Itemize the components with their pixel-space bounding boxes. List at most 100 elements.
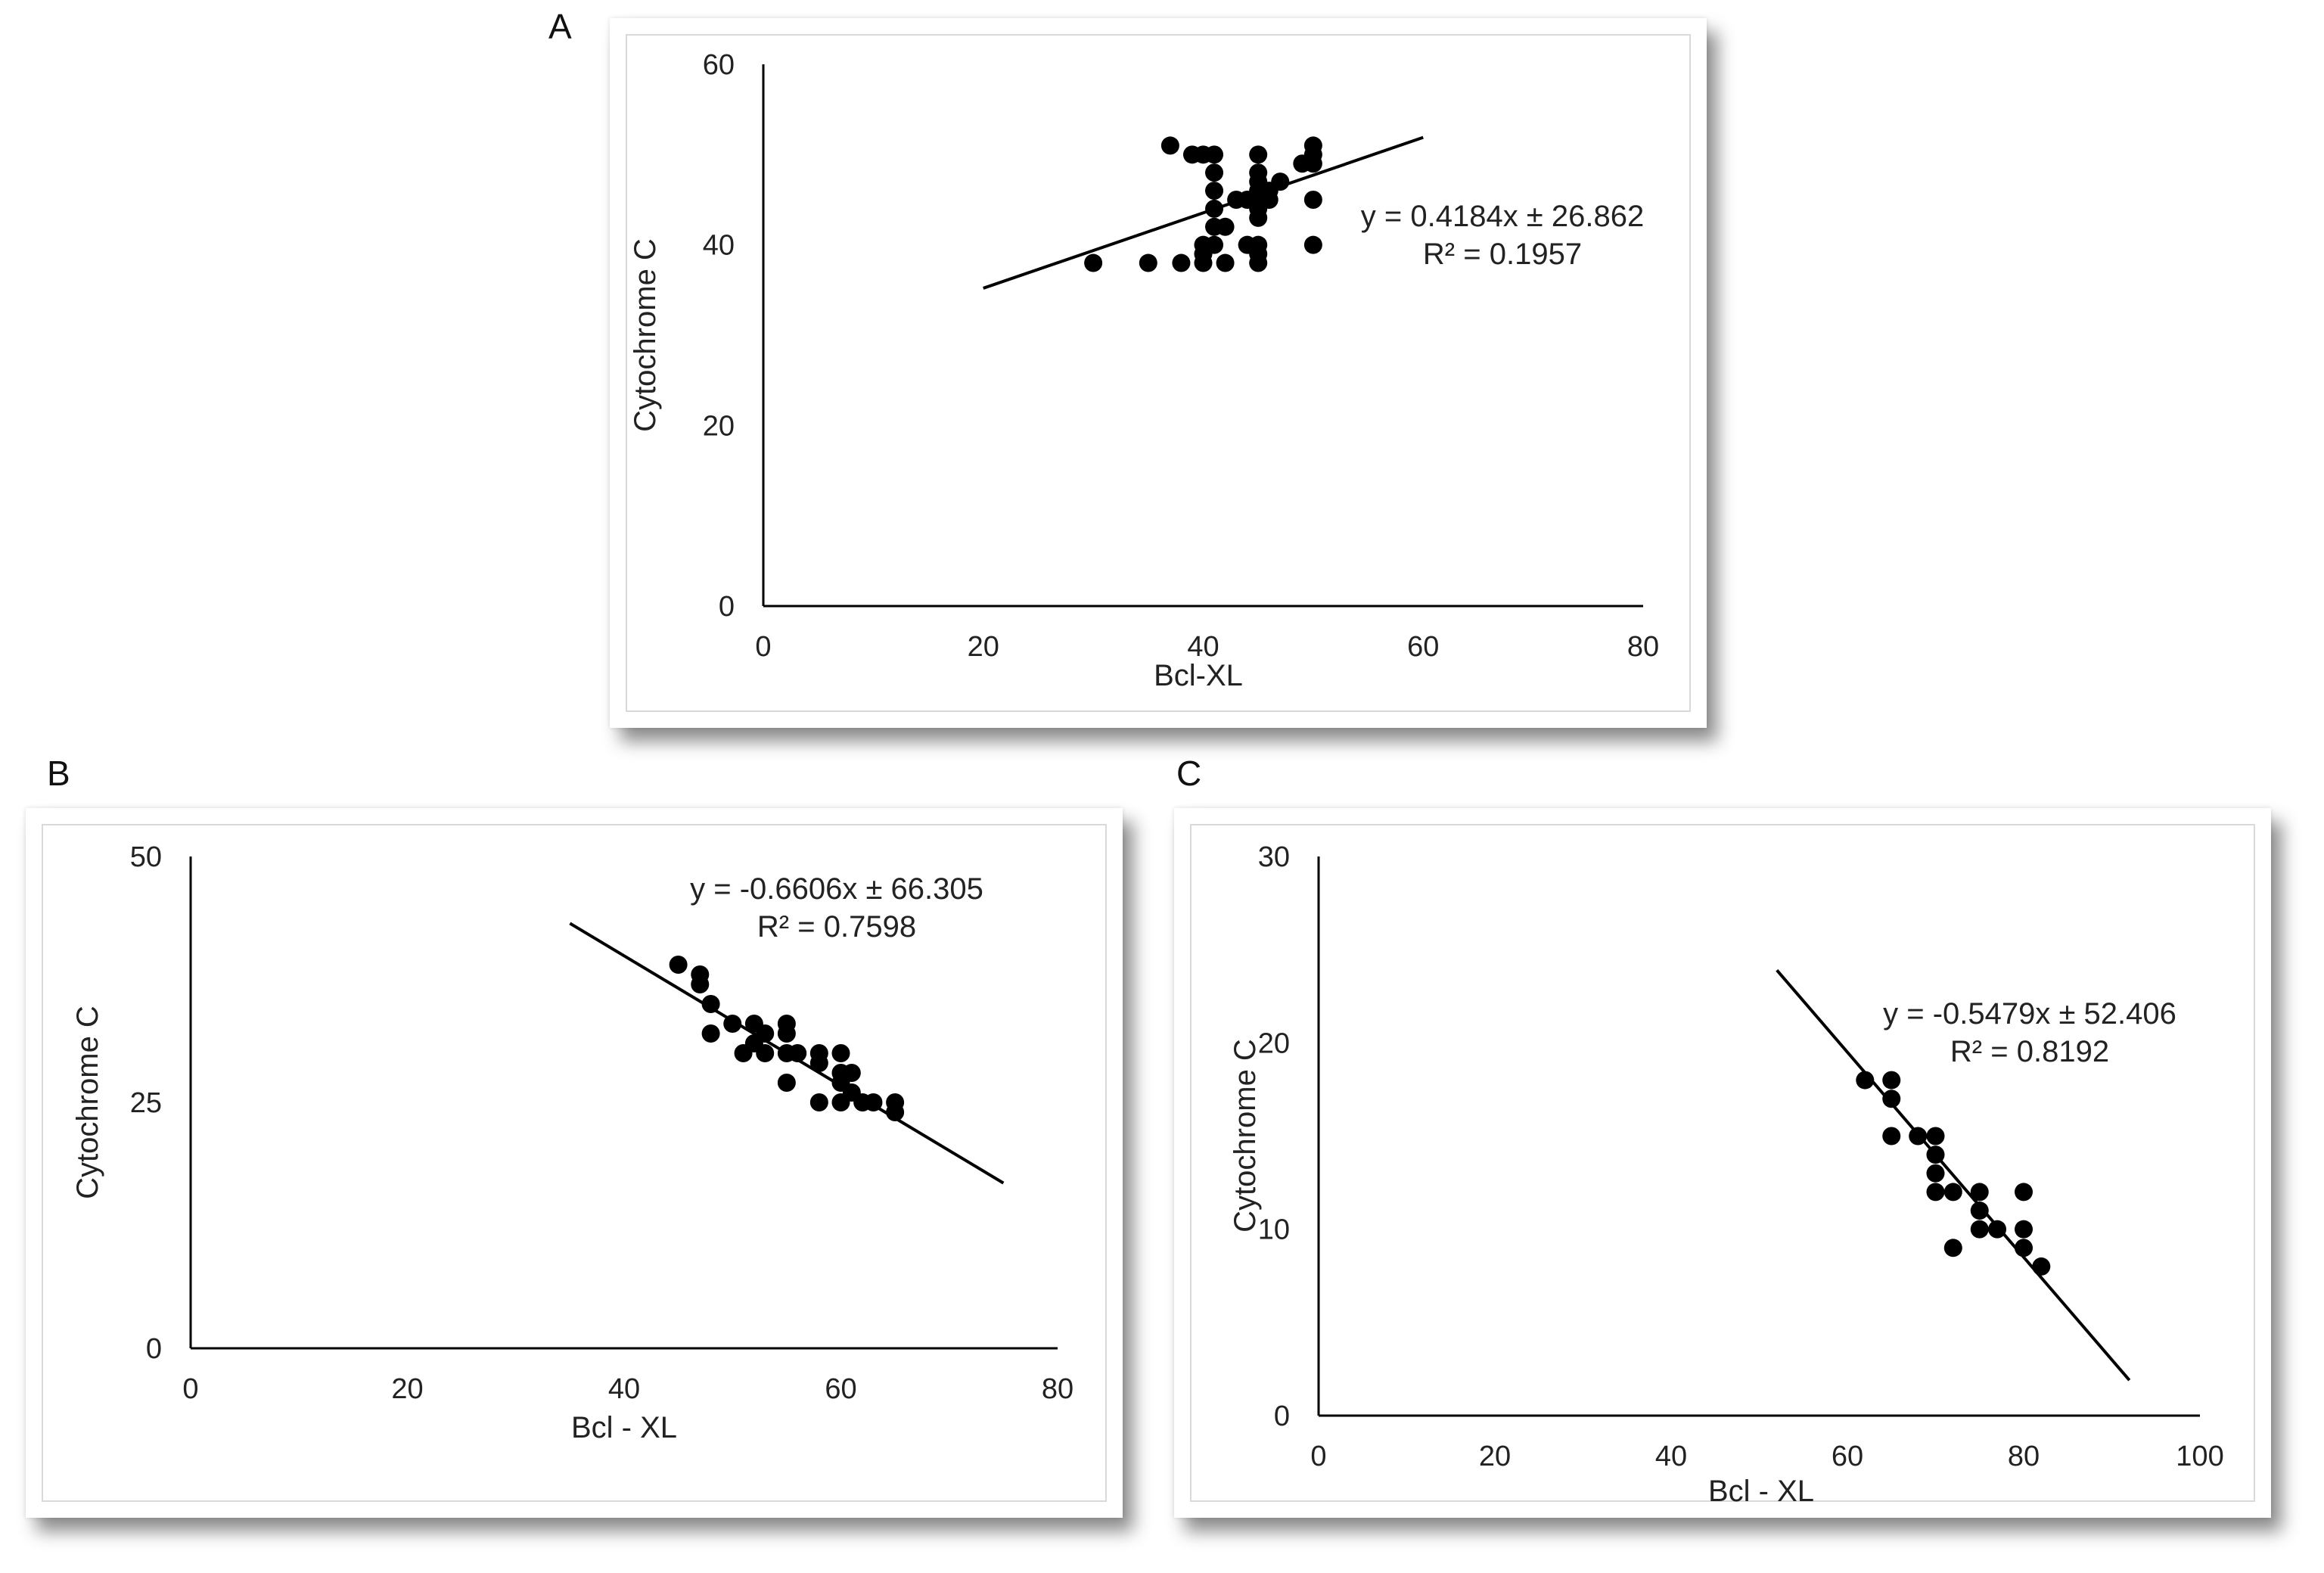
- data-point: [701, 995, 720, 1013]
- y-tick-label: 30: [1258, 841, 1290, 873]
- x-tick-label: 40: [1655, 1441, 1687, 1472]
- data-point: [1943, 1239, 1962, 1257]
- data-point: [1970, 1220, 1989, 1239]
- scatter-chart-b: 0 20 40 60 80 0 25 50 Bcl - XL Cytochrome C y = -0…: [42, 824, 1107, 1502]
- y-tick-label: 0: [146, 1333, 162, 1365]
- data-point: [1882, 1090, 1901, 1108]
- y-tick-label: 20: [1258, 1027, 1290, 1059]
- x-tick-label: 40: [1187, 631, 1219, 663]
- panel-label-c: C: [1176, 754, 1202, 793]
- data-point: [1970, 1183, 1989, 1202]
- data-point: [2015, 1220, 2033, 1239]
- plot-area-border: [42, 824, 1107, 1502]
- x-axis-title: Bcl - XL: [1708, 1475, 1814, 1508]
- chart-card-a: 0 20 40 60 80 0 20 40 60 Bcl-XL Cytochrome C y = 0.…: [610, 18, 1707, 728]
- x-tick-label: 60: [825, 1373, 856, 1405]
- data-point: [886, 1103, 905, 1121]
- data-point: [1216, 217, 1235, 236]
- panel-label-b: B: [47, 754, 70, 793]
- x-tick-label: 20: [391, 1373, 423, 1405]
- data-point: [788, 1044, 807, 1062]
- x-tick-label: 20: [968, 631, 999, 663]
- data-point: [1205, 182, 1224, 201]
- scatter-chart-a: 0 20 40 60 80 0 20 40 60 Bcl-XL Cytochrome C y = 0.…: [626, 34, 1691, 712]
- data-point: [1172, 253, 1191, 272]
- data-point: [1249, 208, 1268, 227]
- data-point: [1084, 253, 1103, 272]
- data-point: [701, 1024, 720, 1043]
- x-tick-label: 0: [182, 1373, 198, 1405]
- trendline-a: [983, 135, 1424, 290]
- data-point: [1303, 154, 1322, 173]
- data-point: [1205, 163, 1224, 182]
- x-axis-title: Bcl-XL: [1154, 659, 1243, 692]
- data-point: [691, 975, 710, 993]
- trendline-equation: y = -0.5479x ± 52.406: [1883, 997, 2176, 1031]
- plot-area-border: [626, 34, 1691, 712]
- trendline-equation: y = -0.6606x ± 66.305: [690, 872, 983, 906]
- r-squared-label: R² = 0.8192: [1950, 1035, 2109, 1068]
- trendline-c: [1776, 968, 2131, 1382]
- data-point: [864, 1093, 883, 1111]
- data-point: [777, 1024, 796, 1043]
- data-point: [1249, 253, 1268, 272]
- y-tick-label: 25: [130, 1087, 162, 1119]
- data-point: [2015, 1183, 2033, 1202]
- data-point: [831, 1044, 850, 1062]
- data-point: [1303, 191, 1322, 209]
- chart-card-b: 0 20 40 60 80 0 25 50 Bcl - XL Cytochrome C y = -0…: [26, 808, 1123, 1518]
- data-point: [809, 1093, 828, 1111]
- r-squared-label: R² = 0.1957: [1423, 238, 1582, 271]
- panel-label-a: A: [548, 7, 572, 46]
- r-squared-label: R² = 0.7598: [757, 910, 916, 943]
- x-tick-label: 0: [1310, 1441, 1326, 1472]
- y-axis-title: Cytochrome C: [1229, 1039, 1262, 1233]
- data-point: [723, 1015, 742, 1033]
- data-point: [809, 1054, 828, 1072]
- data-point: [777, 1074, 796, 1092]
- x-tick-label: 60: [1832, 1441, 1863, 1472]
- data-point: [669, 956, 688, 974]
- y-tick-label: 10: [1258, 1214, 1290, 1246]
- data-point: [1926, 1183, 1945, 1202]
- y-tick-label: 0: [1274, 1400, 1290, 1432]
- y-tick-label: 20: [703, 410, 735, 442]
- data-point: [1926, 1164, 1945, 1183]
- data-point: [756, 1044, 775, 1062]
- y-tick-label: 0: [719, 591, 735, 623]
- data-point: [756, 1024, 775, 1043]
- x-tick-label: 40: [608, 1373, 640, 1405]
- data-point: [1205, 145, 1224, 164]
- y-axis-title: Cytochrome C: [71, 1006, 104, 1199]
- data-point: [1216, 253, 1235, 272]
- x-tick-label: 100: [2176, 1441, 2223, 1472]
- scatter-chart-c: 0 20 40 60 80 100 0 10 20 30 Bcl - XL Cytochrome C y…: [1190, 824, 2255, 1508]
- data-point: [1139, 253, 1157, 272]
- data-point: [1303, 235, 1322, 254]
- data-point: [1249, 145, 1268, 164]
- x-tick-label: 20: [1479, 1441, 1511, 1472]
- chart-card-c: 0 20 40 60 80 100 0 10 20 30 Bcl - XL Cytochrome C y…: [1174, 808, 2271, 1518]
- y-tick-label: 40: [703, 230, 735, 262]
- y-axis-title: Cytochrome C: [629, 238, 662, 432]
- data-point: [2032, 1257, 2051, 1276]
- x-tick-label: 80: [2008, 1441, 2040, 1472]
- y-tick-label: 50: [130, 841, 162, 873]
- data-point: [1271, 173, 1290, 191]
- x-tick-label: 80: [1042, 1373, 1073, 1405]
- data-point: [1943, 1183, 1962, 1202]
- x-tick-label: 60: [1407, 631, 1439, 663]
- x-tick-label: 0: [755, 631, 771, 663]
- data-point: [1926, 1146, 1945, 1164]
- data-point: [1194, 253, 1213, 272]
- data-point: [1926, 1127, 1945, 1146]
- data-point: [1970, 1202, 1989, 1220]
- data-point: [1909, 1127, 1928, 1146]
- x-axis-title: Bcl - XL: [571, 1411, 677, 1444]
- trendline-equation: y = 0.4184x ± 26.862: [1361, 200, 1644, 233]
- x-tick-label: 80: [1627, 631, 1659, 663]
- data-point: [1205, 235, 1224, 254]
- data-point: [2015, 1239, 2033, 1257]
- data-point: [1205, 199, 1224, 218]
- data-point: [1882, 1127, 1901, 1146]
